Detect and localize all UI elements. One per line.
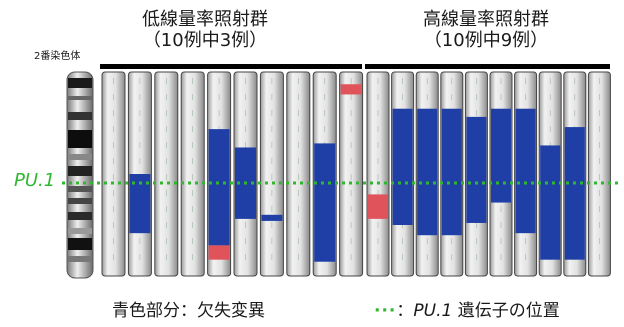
high-dose-deletion-segment xyxy=(491,108,511,203)
high-dose-deletion-segment xyxy=(540,145,561,260)
chromosome-band xyxy=(68,228,92,234)
legend-colon: ： xyxy=(396,301,414,321)
pu1-marker-label: PU.1 xyxy=(14,170,56,191)
high-dose-deletion-segment xyxy=(392,108,413,225)
high-dose-red-segment xyxy=(368,194,388,219)
high-dose-deletion-segment xyxy=(466,116,487,223)
chromosome-band xyxy=(68,96,92,100)
chromosome-band xyxy=(68,212,92,220)
legend-deletion: 青色部分：欠失変異 xyxy=(112,301,265,321)
chromosome-band xyxy=(68,112,92,120)
high-dose-group-title-text: 高線量率照射群 xyxy=(423,9,549,30)
chromosome-band xyxy=(68,256,92,262)
high-dose-deletion-segment xyxy=(515,108,536,234)
chromosome-band xyxy=(68,186,92,192)
high-dose-deletion-segment xyxy=(417,108,438,236)
low-dose-deletion-segment xyxy=(129,174,151,234)
legend-gene-text: 遺伝子の位置 xyxy=(452,301,560,321)
low-dose-group-count: （10例中3例） xyxy=(142,30,268,51)
chromosome-band xyxy=(68,198,92,204)
chromosome-band xyxy=(68,130,92,148)
chromosome-band xyxy=(68,154,92,160)
chromosome-2-label: 2番染色体 xyxy=(34,51,81,62)
low-dose-deletion-segment xyxy=(208,129,230,246)
high-dose-deletion-segment xyxy=(441,108,462,236)
low-dose-deletion-segment xyxy=(314,143,336,262)
chromosome-band xyxy=(68,166,92,176)
legend-dots-icon: ··· xyxy=(374,301,397,321)
low-dose-group-bar xyxy=(100,64,362,69)
low-dose-group-title: 低線量率照射群 （10例中3例） xyxy=(100,9,310,51)
high-dose-deletion-segment xyxy=(564,127,585,260)
legend-gene-name: PU.1 xyxy=(413,301,453,321)
high-dose-group-title: 高線量率照射群 （10例中9例） xyxy=(362,9,610,51)
high-dose-group-bar xyxy=(365,64,610,69)
chromosome-band xyxy=(68,238,92,250)
low-dose-red-segment xyxy=(340,84,362,95)
high-dose-group-count: （10例中9例） xyxy=(423,30,549,51)
low-dose-deletion-segment xyxy=(261,214,283,221)
chromosome-band xyxy=(68,78,92,88)
legend-gene-position: ···：PU.1 遺伝子の位置 xyxy=(374,296,560,321)
low-dose-group-title-text: 低線量率照射群 xyxy=(142,9,268,30)
low-dose-red-segment xyxy=(208,245,230,260)
